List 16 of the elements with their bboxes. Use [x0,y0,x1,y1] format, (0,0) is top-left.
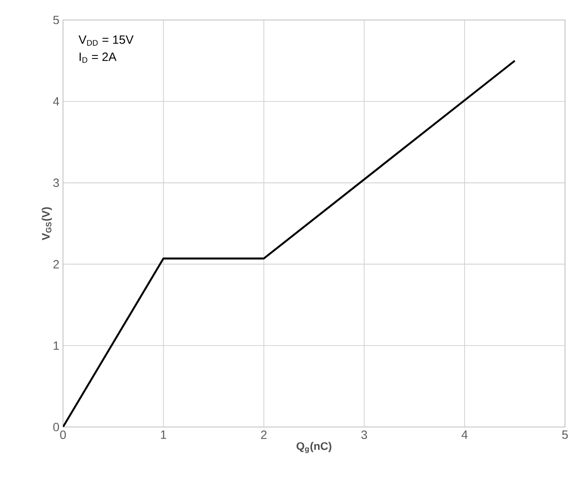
x-tick-label: 2 [261,430,267,439]
y-tick-label: 1 [54,341,59,350]
x-axis-title: Q$_{g}$(nC) [296,442,332,454]
x-tick-label: 0 [60,430,66,440]
y-tick-label: 3 [53,178,59,188]
x-tick-label: 5 [562,430,568,439]
x-tick-label: 3 [361,430,368,440]
y-tick-label: 0 [53,422,60,432]
y-tick-label: 5 [53,16,59,24]
x-tick-label: 1 [160,430,166,439]
y-axis-title: V$_{GS}$(V) [42,207,52,240]
x-tick-label: 4 [462,430,468,439]
y-tick-label: 4 [53,97,60,106]
annotation: I$_{D}$ = 2A [80,52,116,63]
y-tick-label: 2 [53,260,59,268]
annotation: V$_{DD}$ = 15V [78,36,134,46]
